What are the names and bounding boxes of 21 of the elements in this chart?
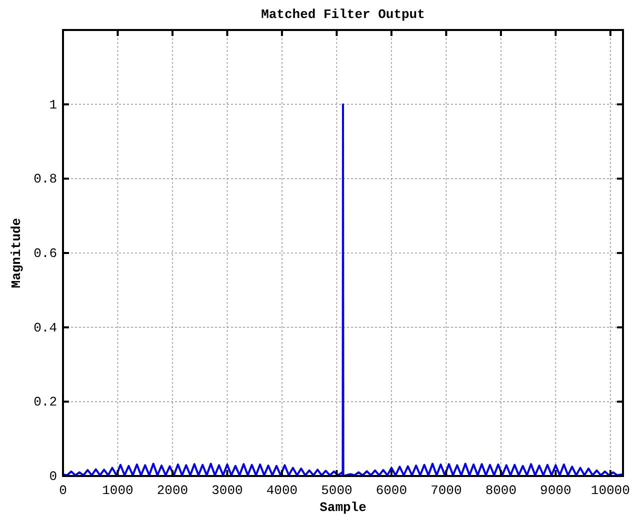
y-tick-label: 0.8 (34, 172, 57, 187)
y-tick-label: 0 (49, 469, 57, 484)
y-axis-title: Magnitude (9, 218, 24, 288)
x-tick-label: 10000 (590, 483, 630, 498)
x-tick-label: 4000 (266, 483, 298, 498)
x-tick-label: 3000 (212, 483, 243, 498)
chart-title: Matched Filter Output (261, 7, 425, 22)
x-tick-label: 5000 (321, 483, 352, 498)
x-tick-label: 7000 (430, 483, 462, 498)
x-tick-label: 9000 (540, 483, 572, 498)
x-tick-label: 8000 (485, 483, 517, 498)
x-axis-title: Sample (320, 500, 367, 515)
x-tick-label: 6000 (376, 483, 408, 498)
y-tick-label: 0.2 (34, 394, 57, 410)
x-tick-label: 2000 (156, 483, 188, 498)
y-tick-label: 0.6 (34, 246, 57, 261)
line-series (63, 103, 622, 476)
x-tick-label: 0 (59, 483, 67, 498)
y-tick-label: 0.4 (34, 320, 58, 336)
x-tick-label: 1000 (102, 483, 134, 498)
y-tick-label: 1 (49, 97, 58, 112)
